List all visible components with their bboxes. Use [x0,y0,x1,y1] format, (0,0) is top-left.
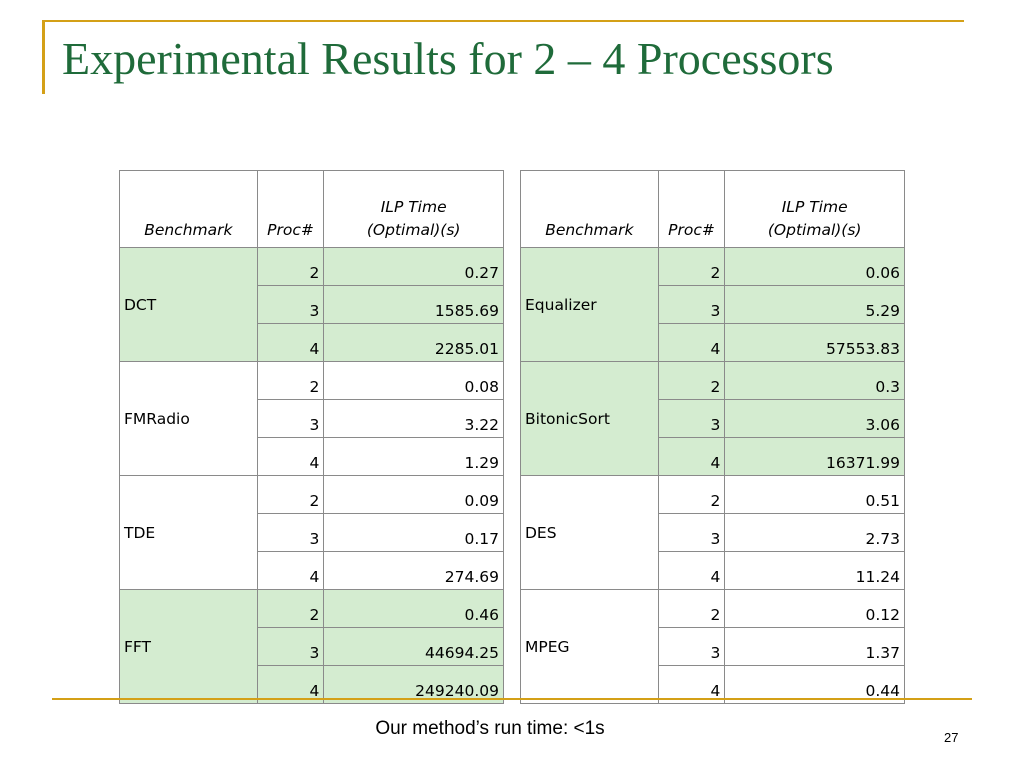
ilp-time-value: 44694.25 [323,627,504,666]
proc-count: 4 [657,323,726,362]
benchmark-name: FMRadio [119,361,258,476]
proc-count: 3 [657,285,726,324]
table-row: TDE 2 0.09 [119,475,504,590]
table-row: FMRadio 2 0.08 [119,361,504,476]
bottom-accent-line [52,698,972,700]
table-row: 3 3.06 [521,399,905,438]
benchmark-name: DCT [119,247,258,362]
table-row: 4 0.44 [521,665,905,704]
header-row: Benchmark Proc# ILP Time (Optimal)(s) [119,170,504,248]
results-table-left: Benchmark Proc# ILP Time (Optimal)(s) DCT 2 0.… [119,170,504,704]
header-ilp-time-line1: ILP Time [781,198,848,217]
proc-count: 3 [657,399,726,438]
ilp-time-value: 5.29 [724,285,905,324]
proc-count: 3 [256,513,325,552]
proc-count: 2 [256,361,325,400]
ilp-time-value: 0.46 [323,589,504,628]
table-row: 4 2285.01 [120,323,504,362]
header-ilp-time-line2: (Optimal)(s) [366,220,461,239]
header-benchmark: Benchmark [119,170,258,248]
benchmark-name: MPEG [520,589,659,704]
title-accent-bar [42,20,45,94]
top-accent-line [42,20,964,22]
table-row: 3 1.37 [521,627,905,666]
ilp-time-value: 249240.09 [323,665,504,704]
table-row: FFT 2 0.46 [119,589,504,704]
ilp-time-value: 16371.99 [724,437,905,476]
table-row: DCT 2 0.27 [119,247,504,362]
ilp-time-value: 2285.01 [323,323,504,362]
proc-count: 4 [256,323,325,362]
proc-count: 3 [256,627,325,666]
ilp-time-value: 274.69 [323,551,504,590]
benchmark-name: FFT [119,589,258,704]
header-row: Benchmark Proc# ILP Time (Optimal)(s) [520,170,905,248]
proc-count: 4 [657,665,726,704]
header-proc: Proc# [657,170,726,248]
header-ilp-time-line2: (Optimal)(s) [767,220,862,239]
table-row: MPEG 2 0.12 [520,589,905,704]
table-row: 4 57553.83 [521,323,905,362]
ilp-time-value: 0.12 [724,589,905,628]
ilp-time-value: 11.24 [724,551,905,590]
proc-count: 4 [256,665,325,704]
proc-count: 3 [256,399,325,438]
table-row: DES 2 0.51 [520,475,905,590]
proc-count: 3 [256,285,325,324]
ilp-time-value: 3.22 [323,399,504,438]
ilp-time-value: 0.27 [323,247,504,286]
ilp-time-value: 0.17 [323,513,504,552]
ilp-time-value: 1.29 [323,437,504,476]
proc-count: 4 [256,551,325,590]
proc-count: 2 [256,475,325,514]
proc-count: 2 [657,475,726,514]
proc-count: 4 [657,437,726,476]
header-ilp-time: ILP Time (Optimal)(s) [724,170,905,248]
ilp-time-value: 2.73 [724,513,905,552]
ilp-time-value: 0.3 [724,361,905,400]
proc-count: 4 [657,551,726,590]
ilp-time-value: 1585.69 [323,285,504,324]
table-row: Equalizer 2 0.06 [520,247,905,362]
header-proc: Proc# [256,170,325,248]
benchmark-name: TDE [119,475,258,590]
proc-count: 2 [657,247,726,286]
table-row: 3 1585.69 [120,285,504,324]
ilp-time-value: 0.06 [724,247,905,286]
table-row: 4 274.69 [120,551,504,590]
results-table-right: Benchmark Proc# ILP Time (Optimal)(s) Equali… [520,170,905,704]
proc-count: 2 [657,589,726,628]
benchmark-name: Equalizer [520,247,659,362]
table-row: 3 2.73 [521,513,905,552]
table-row: 4 249240.09 [120,665,504,704]
footer-note: Our method’s run time: <1s [375,718,605,739]
proc-count: 3 [657,513,726,552]
ilp-time-value: 57553.83 [724,323,905,362]
header-ilp-time: ILP Time (Optimal)(s) [323,170,504,248]
proc-count: 2 [657,361,726,400]
proc-count: 3 [657,627,726,666]
slide-title: Experimental Results for 2 – 4 Processor… [62,33,834,84]
ilp-time-value: 0.09 [323,475,504,514]
ilp-time-value: 0.08 [323,361,504,400]
header-benchmark: Benchmark [520,170,659,248]
benchmark-name: DES [520,475,659,590]
proc-count: 4 [256,437,325,476]
ilp-time-value: 0.44 [724,665,905,704]
ilp-time-value: 1.37 [724,627,905,666]
ilp-time-value: 0.51 [724,475,905,514]
header-ilp-time-line1: ILP Time [380,198,447,217]
table-row: 3 5.29 [521,285,905,324]
table-row: BitonicSort 2 0.3 [520,361,905,476]
page-number: 27 [944,730,959,745]
ilp-time-value: 3.06 [724,399,905,438]
benchmark-name: BitonicSort [520,361,659,476]
proc-count: 2 [256,589,325,628]
proc-count: 2 [256,247,325,286]
